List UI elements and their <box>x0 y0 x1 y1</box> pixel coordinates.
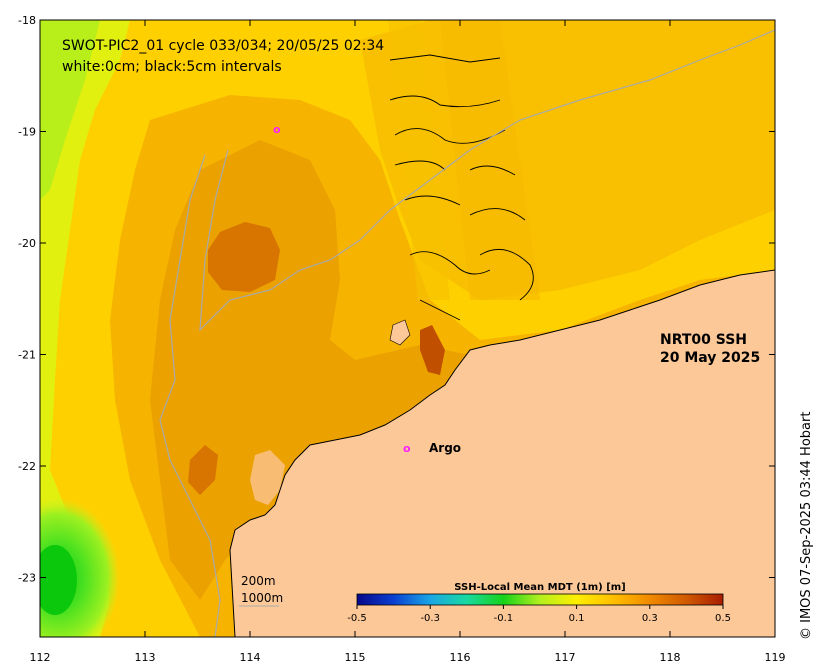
x-tick-label: 114 <box>240 651 261 664</box>
colorbar-title: SSH-Local Mean MDT (1m) [m] <box>454 582 626 593</box>
depth-legend-shallow: 200m <box>241 574 276 588</box>
x-axis: 112 113 114 115 116 117 118 119 <box>30 20 786 664</box>
swot-swath-2 <box>440 20 540 300</box>
x-tick-label: 115 <box>345 651 366 664</box>
swot-swath-1 <box>388 20 450 300</box>
ssh-small-peak <box>188 445 218 495</box>
land-island <box>389 319 411 346</box>
swot-contours <box>389 54 534 321</box>
ssh-coast-peak <box>420 325 445 375</box>
map-title-line1: SWOT-PIC2_01 cycle 033/034; 20/05/25 02:… <box>62 38 384 54</box>
product-label-line2: 20 May 2025 <box>660 350 760 366</box>
colorbar-tick-label: -0.1 <box>494 613 514 624</box>
x-tick-label: 112 <box>30 651 51 664</box>
y-tick-label: -22 <box>18 460 36 473</box>
x-tick-label: 117 <box>555 651 576 664</box>
x-tick-label: 119 <box>765 651 786 664</box>
ssh-western-low <box>40 20 130 637</box>
y-tick-label: -21 <box>18 349 36 362</box>
product-label-line1: NRT00 SSH <box>660 332 747 348</box>
isobaths <box>159 29 775 637</box>
depth-legend-deep: 1000m <box>241 591 283 605</box>
map-field <box>40 20 775 637</box>
colorbar-tick-label: 0.3 <box>642 613 658 624</box>
coastline <box>229 269 775 637</box>
y-tick-label: -19 <box>18 126 36 139</box>
x-tick-label: 113 <box>135 651 156 664</box>
x-tick-label: 118 <box>660 651 681 664</box>
argo-marker: o <box>403 442 411 455</box>
argo-label: Argo <box>429 441 461 455</box>
land-mass <box>230 270 775 637</box>
x-tick-label: 116 <box>450 651 471 664</box>
land-peninsula <box>250 450 285 505</box>
colorbar-ticks: -0.5 -0.3 -0.1 0.1 0.3 0.5 <box>347 605 731 624</box>
map-title-line2: white:0cm; black:5cm intervals <box>62 59 282 75</box>
ssh-far-west <box>40 20 100 200</box>
y-tick-label: -20 <box>18 237 36 250</box>
ssh-green-core <box>40 545 77 615</box>
plot-frame <box>39 19 776 638</box>
y-axis: -18 -19 -20 -21 -22 -23 <box>18 14 775 585</box>
colorbar-tick-label: 0.1 <box>569 613 585 624</box>
extra-marker: o <box>273 123 281 136</box>
colorbar: SSH-Local Mean MDT (1m) [m] -0.5 -0.3 -0.1… <box>347 582 731 624</box>
colorbar-tick-label: 0.5 <box>715 613 731 624</box>
y-tick-label: -18 <box>18 14 36 27</box>
colorbar-tick-label: -0.5 <box>347 613 367 624</box>
colorbar-gradient <box>356 593 724 606</box>
credit-text: © IMOS 07-Sep-2025 03:44 Hobart <box>799 412 814 640</box>
y-tick-label: -23 <box>18 572 36 585</box>
colorbar-tick-label: -0.3 <box>420 613 440 624</box>
ssh-peak-eddy <box>208 222 280 292</box>
